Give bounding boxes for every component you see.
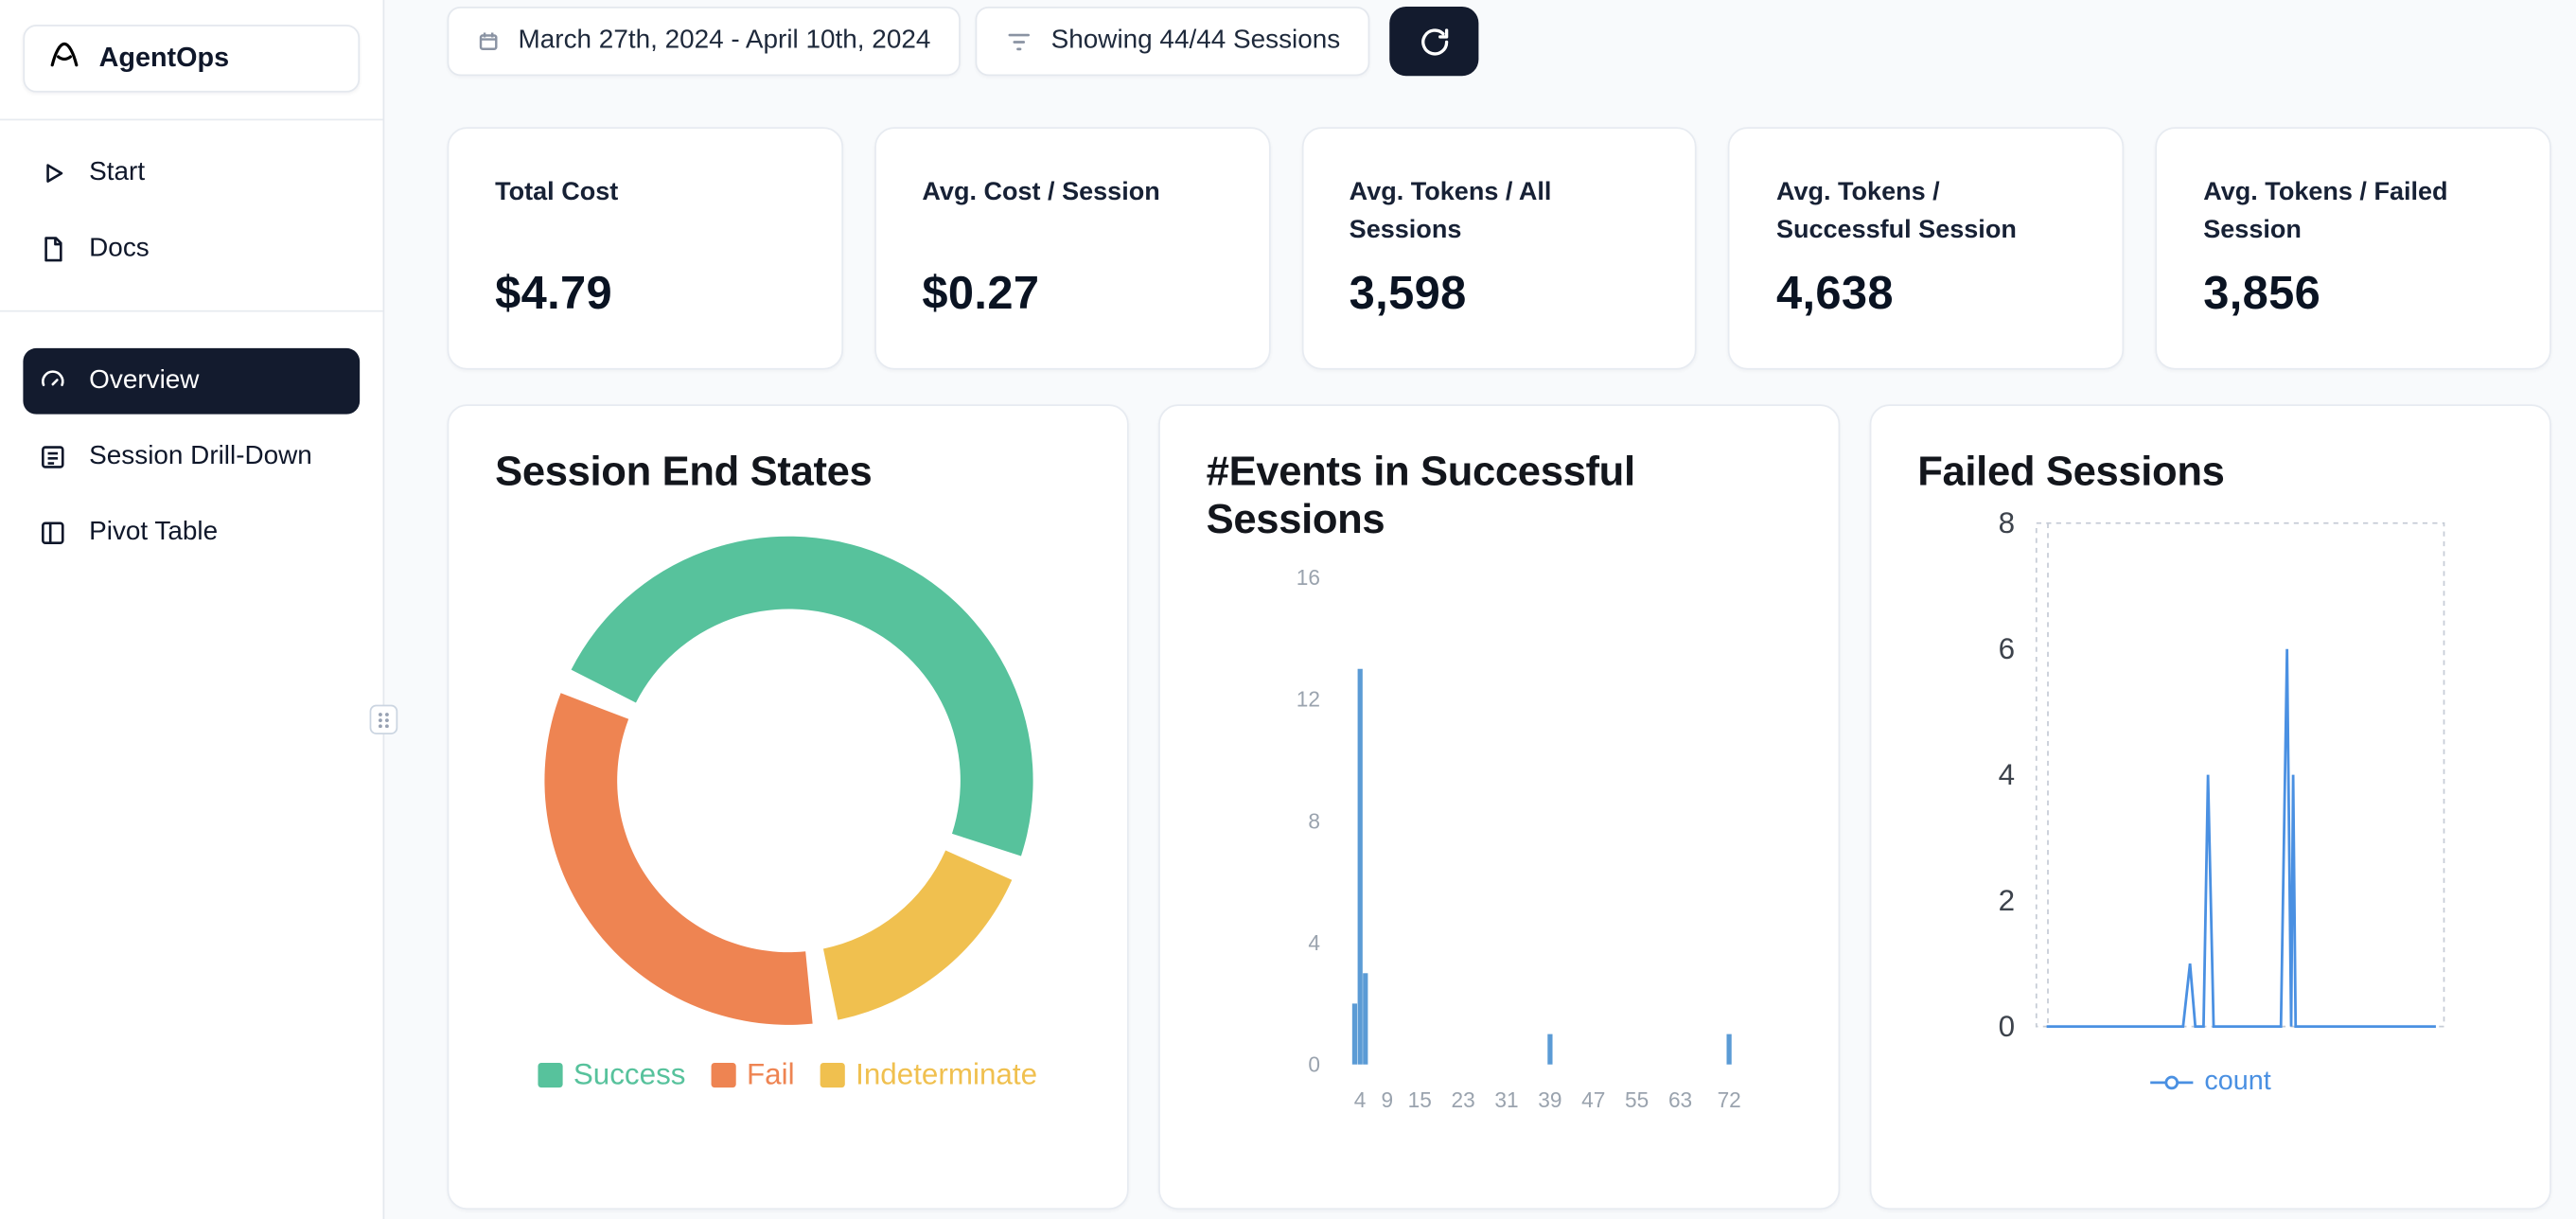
svg-text:8: 8: [1308, 808, 1320, 833]
stat-value: $0.27: [922, 267, 1040, 319]
play-icon: [38, 158, 67, 187]
svg-text:15: 15: [1408, 1087, 1432, 1112]
sidebar-resize-handle[interactable]: [369, 704, 398, 734]
chart-title: #Events in Successful Sessions: [1206, 449, 1635, 543]
filter-icon: [1005, 27, 1033, 56]
agentops-logo-icon: [46, 36, 82, 80]
sidebar-item-label: Docs: [89, 234, 150, 263]
legend-label: Fail: [746, 1057, 795, 1091]
stat-label: Total Cost: [495, 178, 619, 206]
sidebar-divider: [0, 309, 383, 312]
logo[interactable]: AgentOps: [23, 25, 361, 93]
svg-text:16: 16: [1297, 565, 1320, 590]
success-swatch: [538, 1062, 564, 1088]
chart-title: Failed Sessions: [1917, 449, 2225, 496]
sidebar-item-label: Overview: [89, 366, 200, 395]
stat-label: Avg. Tokens / Failed Session: [2203, 178, 2448, 244]
stats-row: Total Cost $4.79 Avg. Cost / Session $0.…: [447, 127, 2551, 370]
sidebar-item-session-drill-down[interactable]: Session Drill-Down: [23, 424, 360, 490]
stat-label: Avg. Tokens / Successful Session: [1775, 178, 2017, 244]
sidebar-item-label: Session Drill-Down: [89, 442, 312, 470]
stat-value: 3,598: [1349, 267, 1467, 319]
sidebar-item-label: Pivot Table: [89, 518, 219, 547]
refresh-button[interactable]: [1389, 6, 1479, 77]
svg-text:0: 0: [1999, 1010, 2015, 1043]
stat-card-avg-tokens-successful: Avg. Tokens / Successful Session 4,638: [1728, 127, 2125, 370]
sidebar-item-pivot-table[interactable]: Pivot Table: [23, 500, 360, 566]
svg-text:4: 4: [1308, 930, 1320, 955]
date-range-button[interactable]: March 27th, 2024 - April 10th, 2024: [447, 6, 961, 77]
legend-item-success[interactable]: Success: [538, 1058, 685, 1093]
stat-card-avg-cost-session: Avg. Cost / Session $0.27: [873, 127, 1270, 370]
sessions-filter-label: Showing 44/44 Sessions: [1050, 26, 1341, 55]
svg-text:23: 23: [1452, 1087, 1475, 1112]
svg-text:2: 2: [1999, 884, 2015, 917]
failed-sessions-card: Failed Sessions 0 2 4 6 8 count: [1869, 404, 2551, 1210]
svg-text:72: 72: [1718, 1087, 1741, 1112]
stat-value: 4,638: [1775, 267, 1894, 319]
session-end-states-chart[interactable]: [495, 523, 1081, 1038]
pie-legend: Success Fail Indeterminate: [495, 1058, 1081, 1093]
docs-icon: [38, 235, 67, 264]
svg-text:39: 39: [1538, 1087, 1561, 1112]
legend-label: Indeterminate: [856, 1057, 1038, 1091]
svg-text:8: 8: [1999, 510, 2015, 539]
sidebar-item-label: Start: [89, 158, 146, 187]
count-legend-marker: [2149, 1072, 2194, 1092]
date-range-label: March 27th, 2024 - April 10th, 2024: [518, 26, 931, 55]
svg-text:47: 47: [1581, 1087, 1605, 1112]
svg-text:4: 4: [1354, 1087, 1367, 1112]
indeterminate-swatch: [820, 1062, 846, 1088]
stat-value: $4.79: [495, 267, 613, 319]
donut-svg: [543, 536, 1032, 1025]
svg-text:31: 31: [1494, 1087, 1518, 1112]
pivot-icon: [38, 519, 67, 548]
toolbar: March 27th, 2024 - April 10th, 2024 Show…: [447, 6, 2551, 77]
sidebar-item-overview[interactable]: Overview: [23, 347, 361, 415]
sessions-filter-button[interactable]: Showing 44/44 Sessions: [975, 6, 1370, 77]
sessions-icon: [38, 442, 67, 471]
sidebar-top-links: Start Docs: [23, 147, 360, 275]
legend-label: Success: [573, 1057, 686, 1091]
svg-text:12: 12: [1297, 687, 1320, 712]
legend-item-indeterminate[interactable]: Indeterminate: [820, 1058, 1037, 1093]
sidebar-item-docs[interactable]: Docs: [23, 222, 360, 275]
drag-handle-icon: [377, 711, 392, 729]
main-content: March 27th, 2024 - April 10th, 2024 Show…: [384, 0, 2576, 1219]
charts-row: Session End States Success Fail Indeterm…: [447, 404, 2551, 1210]
calendar-icon: [477, 29, 500, 52]
sidebar: AgentOps Start Docs: [0, 0, 398, 1219]
stat-label: Avg. Cost / Session: [922, 178, 1160, 206]
svg-text:9: 9: [1382, 1087, 1394, 1112]
sidebar-divider: [0, 118, 383, 121]
stat-label: Avg. Tokens / All Sessions: [1349, 178, 1552, 244]
sidebar-item-start[interactable]: Start: [23, 147, 360, 200]
chart-title: Session End States: [495, 449, 873, 496]
svg-text:6: 6: [1999, 632, 2015, 665]
stat-card-avg-tokens-all: Avg. Tokens / All Sessions 3,598: [1301, 127, 1698, 370]
failed-sessions-chart[interactable]: 0 2 4 6 8: [1917, 506, 2503, 1063]
stat-card-total-cost: Total Cost $4.79: [447, 127, 843, 370]
count-legend-label: count: [2204, 1066, 2271, 1096]
count-legend[interactable]: count: [1917, 1066, 2503, 1097]
svg-text:55: 55: [1625, 1087, 1649, 1112]
line-chart-svg: 0 2 4 6 8: [1999, 506, 2445, 1043]
stat-card-avg-tokens-failed: Avg. Tokens / Failed Session 3,856: [2155, 127, 2551, 370]
events-histogram-chart[interactable]: 0 4 8 12 16 4 9 15 23 31 39 47 55 63 72: [1207, 557, 1792, 1135]
fail-swatch: [712, 1062, 737, 1088]
events-histogram-card: #Events in Successful Sessions 0 4 8 12 16 4 9…: [1158, 404, 1841, 1210]
refresh-icon: [1419, 26, 1450, 57]
legend-item-fail[interactable]: Fail: [712, 1057, 795, 1093]
app-name: AgentOps: [98, 43, 230, 73]
sidebar-main-nav: Overview Session Drill-Down Pivot Table: [23, 347, 361, 566]
svg-text:4: 4: [1999, 758, 2015, 791]
gauge-icon: [38, 366, 67, 396]
svg-text:0: 0: [1308, 1052, 1320, 1077]
stat-value: 3,856: [2203, 267, 2321, 319]
session-end-states-card: Session End States Success Fail Indeterm…: [447, 404, 1129, 1210]
svg-text:63: 63: [1668, 1087, 1692, 1112]
